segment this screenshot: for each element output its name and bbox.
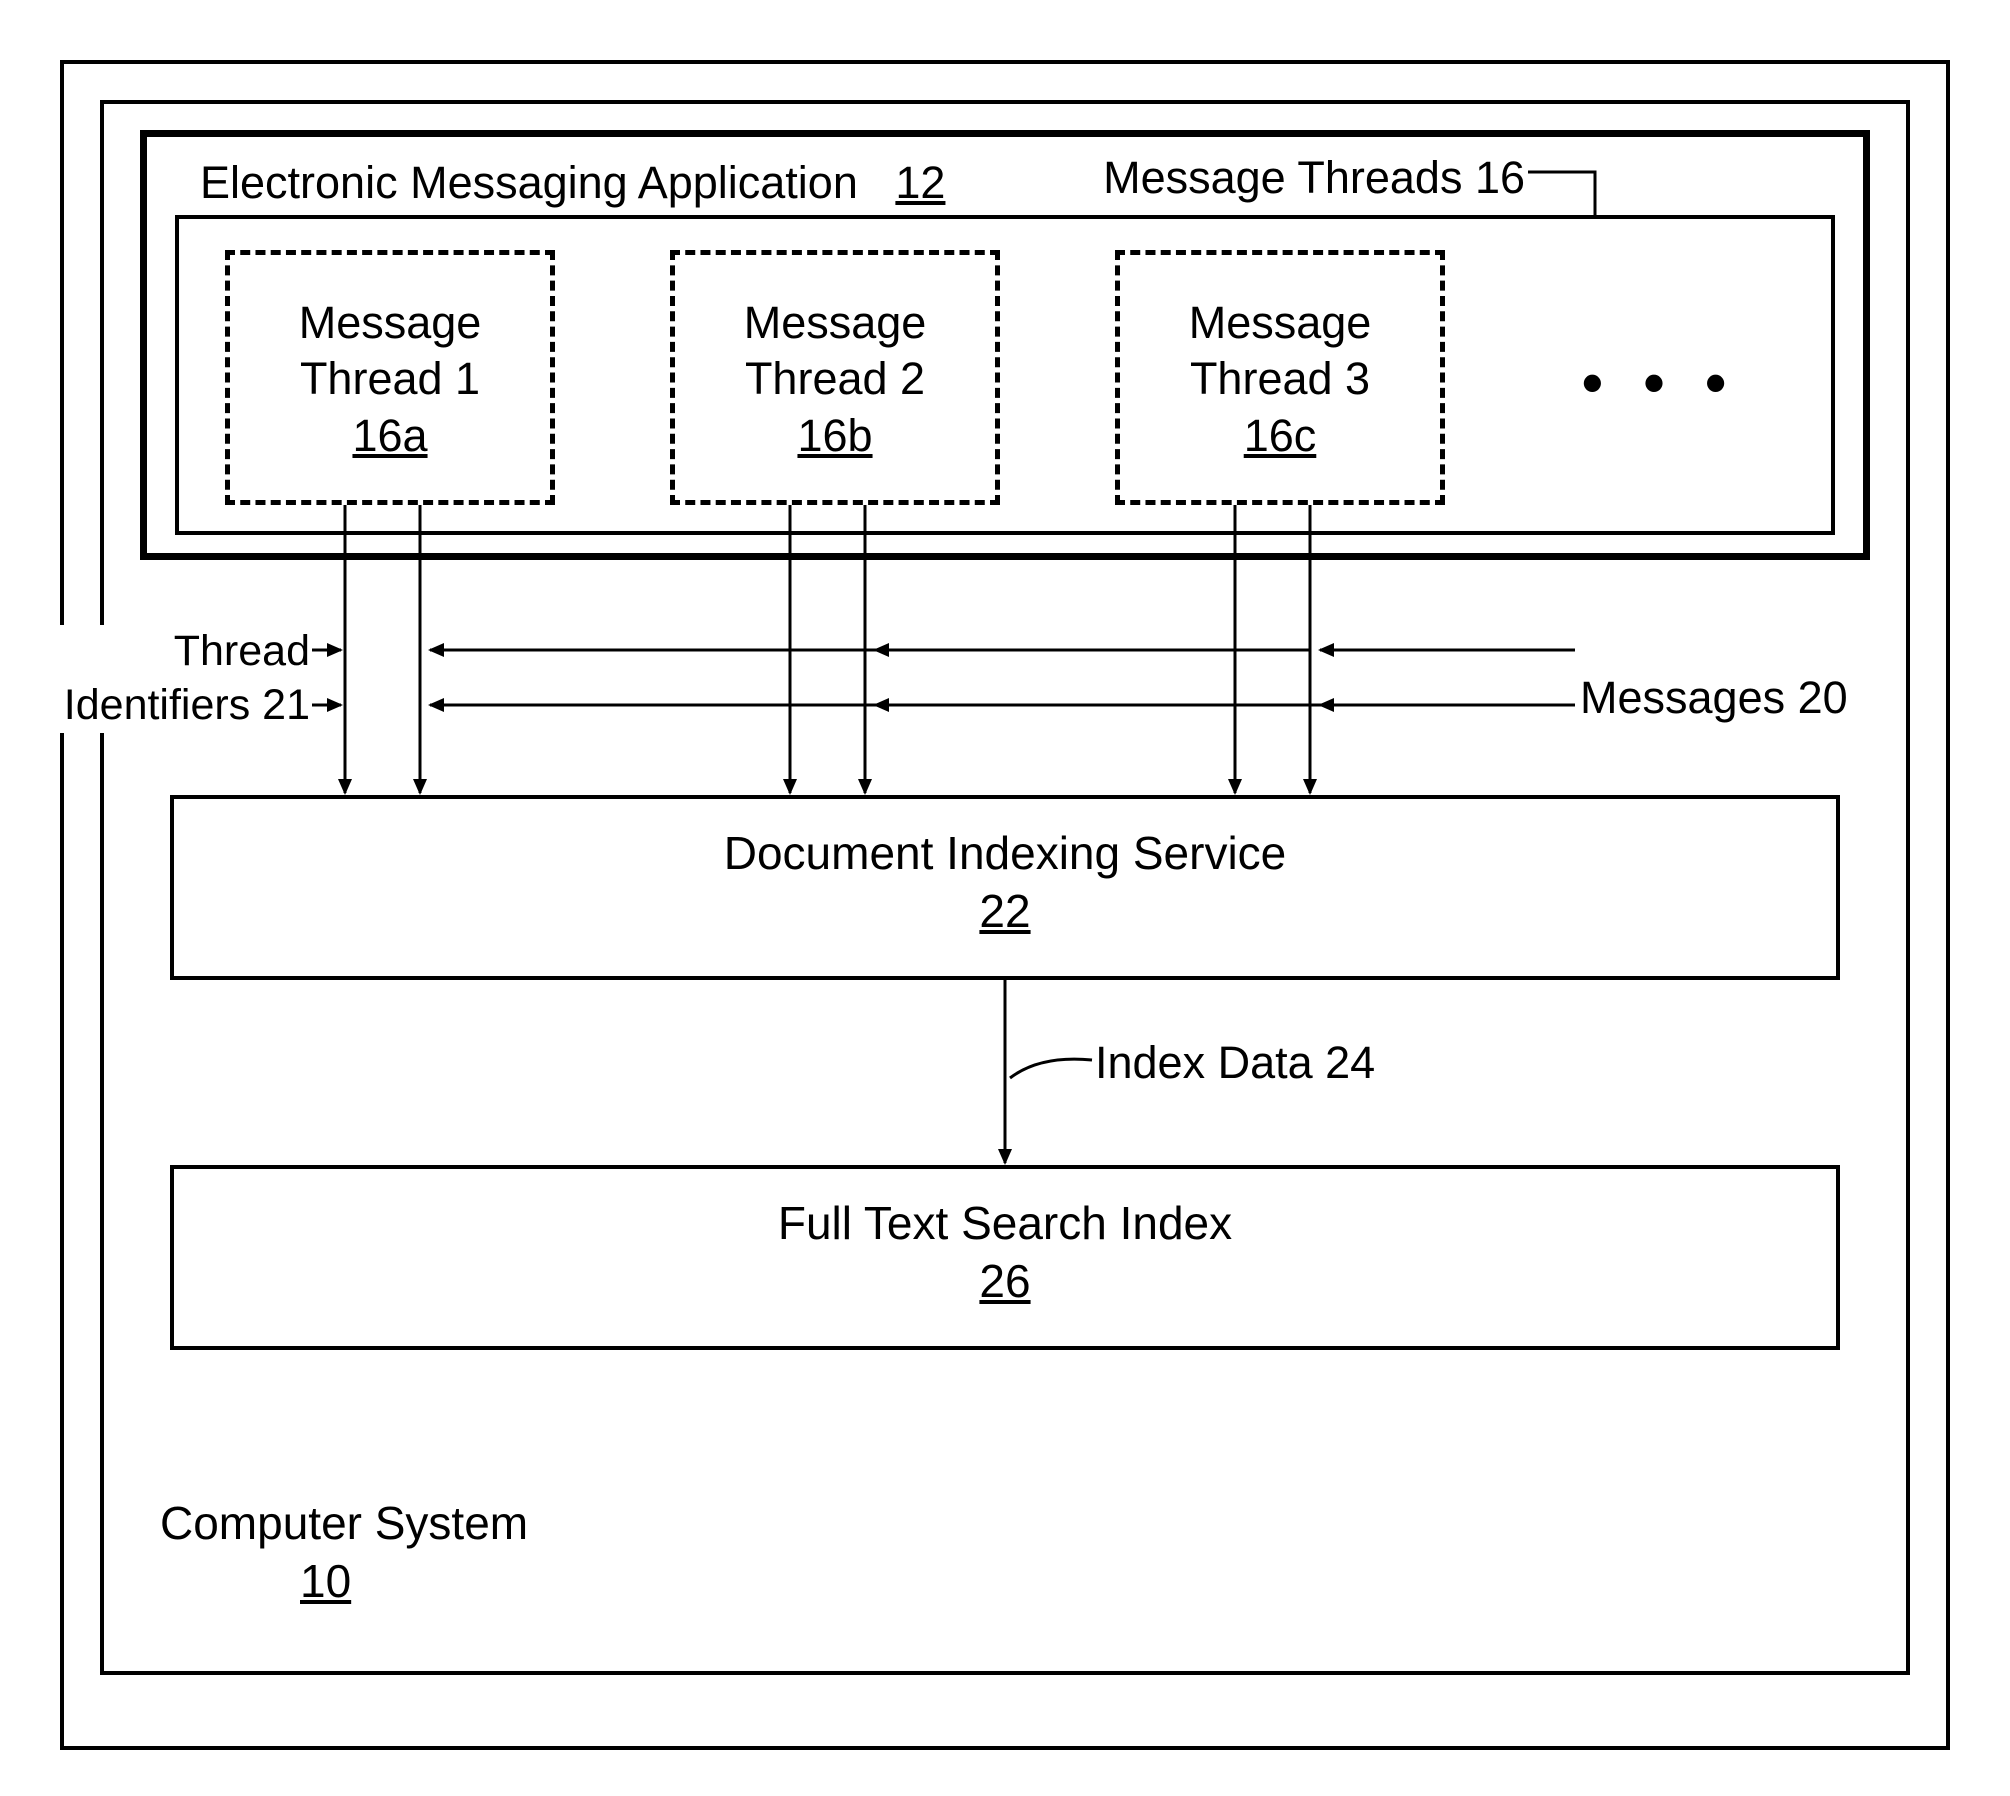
- ellipsis-icon: • • •: [1540, 345, 1780, 420]
- computer-system-label: Computer System 10: [160, 1495, 560, 1610]
- messages-label: Messages 20: [1580, 670, 1880, 726]
- message-thread-1-label: Message Thread 1 16a: [225, 295, 555, 464]
- full-text-search-index-label: Full Text Search Index 26: [170, 1195, 1840, 1310]
- thread-identifiers-label: Thread Identifiers 21: [40, 625, 310, 733]
- messaging-app-title: Electronic Messaging Application 12: [200, 155, 1020, 211]
- message-thread-2-label: Message Thread 2 16b: [670, 295, 1000, 464]
- app-title-text: Electronic Messaging Application: [200, 157, 858, 208]
- index-data-label: Index Data 24: [1095, 1035, 1415, 1091]
- app-title-ref: 12: [895, 157, 945, 208]
- message-thread-3-label: Message Thread 3 16c: [1115, 295, 1445, 464]
- document-indexing-service-label: Document Indexing Service 22: [170, 825, 1840, 940]
- message-threads-title: Message Threads 16: [1065, 150, 1525, 206]
